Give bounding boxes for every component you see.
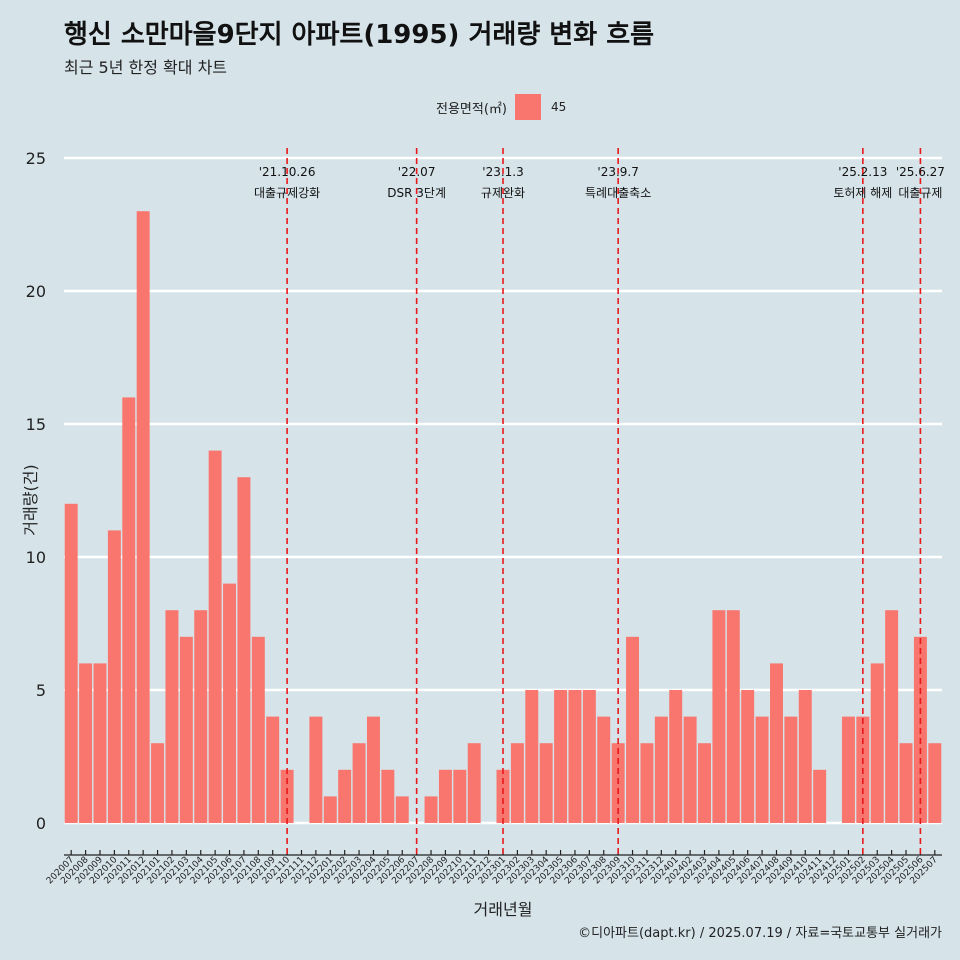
bar: [726, 610, 740, 823]
source-caption: ©디아파트(dapt.kr) / 2025.07.19 / 자료=국토교통부 실…: [578, 926, 942, 941]
event-label: 대출규제: [898, 186, 942, 200]
event-date-label: '22.07: [398, 165, 436, 179]
legend-swatch: [514, 94, 541, 120]
y-tick-label: 5: [36, 681, 46, 700]
bar: [510, 743, 524, 823]
bar: [309, 716, 323, 823]
event-label: 규제완화: [481, 186, 525, 200]
bar: [640, 743, 654, 823]
bar: [554, 690, 568, 823]
legend-label: 45: [550, 100, 567, 114]
bar: [654, 716, 668, 823]
event-date-label: '23.9.7: [597, 165, 638, 179]
bar: [251, 636, 265, 823]
bar: [755, 716, 769, 823]
event-label: DSR 3단계: [387, 186, 446, 200]
y-tick-label: 10: [26, 548, 46, 567]
legend: 전용면적(㎡) 45: [436, 94, 566, 120]
chart-subtitle: 최근 5년 한정 확대 차트: [64, 58, 228, 77]
bar: [352, 743, 366, 823]
bar: [870, 663, 884, 823]
bar: [381, 769, 395, 823]
bar: [395, 796, 409, 823]
bar: [194, 610, 208, 823]
bar: [266, 716, 280, 823]
bar: [928, 743, 942, 823]
bar: [626, 636, 640, 823]
bar: [280, 769, 294, 823]
legend-title: 전용면적(㎡): [436, 101, 507, 117]
bar: [539, 743, 553, 823]
bar: [79, 663, 93, 823]
bar: [467, 743, 481, 823]
bar: [885, 610, 899, 823]
bar: [366, 716, 380, 823]
bar: [453, 769, 467, 823]
event-date-label: '25.2.13: [838, 165, 887, 179]
bar: [813, 769, 827, 823]
chart-title: 행신 소만마을9단지 아파트(1995) 거래량 변화 흐름: [64, 20, 655, 50]
y-tick-label: 15: [26, 415, 46, 434]
bar: [712, 610, 726, 823]
bar: [496, 769, 510, 823]
bar: [438, 769, 452, 823]
event-label: 대출규제강화: [254, 186, 320, 200]
bar: [784, 716, 798, 823]
event-label: 토허제 해제: [833, 186, 892, 200]
bar: [568, 690, 582, 823]
bar: [798, 690, 812, 823]
event-label: 특례대출축소: [585, 186, 651, 200]
bar: [179, 636, 193, 823]
bar: [338, 769, 352, 823]
bar: [93, 663, 107, 823]
bar: [223, 583, 237, 823]
bar: [698, 743, 711, 823]
bar: [741, 690, 755, 823]
bar: [525, 690, 539, 823]
event-date-label: '23.1.3: [482, 165, 523, 179]
bar: [165, 610, 179, 823]
bar: [841, 716, 855, 823]
event-date-label: '25.6.27: [896, 165, 945, 179]
bar: [424, 796, 438, 823]
bar: [64, 503, 78, 823]
bar: [107, 530, 121, 823]
bar: [899, 743, 913, 823]
y-tick-label: 20: [26, 282, 46, 301]
event-date-label: '21.10.26: [259, 165, 316, 179]
bar: [122, 397, 136, 823]
y-tick-label: 25: [26, 149, 46, 168]
bar: [683, 716, 697, 823]
bar: [136, 211, 150, 823]
bar: [597, 716, 611, 823]
bar: [582, 690, 596, 823]
bar: [237, 477, 251, 823]
y-tick-label: 0: [36, 814, 46, 833]
y-axis-title: 거래량(건): [21, 464, 40, 535]
x-axis-title: 거래년월: [474, 900, 533, 919]
bar: [208, 450, 222, 823]
bar: [323, 796, 337, 823]
bar: [151, 743, 165, 823]
bar: [669, 690, 683, 823]
bar: [769, 663, 783, 823]
